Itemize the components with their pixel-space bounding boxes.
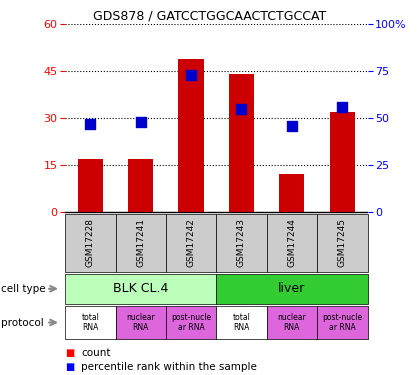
Point <box>289 123 295 129</box>
Text: total
RNA: total RNA <box>233 313 250 332</box>
Bar <box>229 74 254 212</box>
Text: total
RNA: total RNA <box>81 313 99 332</box>
Point <box>339 104 346 110</box>
Text: post-nucle
ar RNA: post-nucle ar RNA <box>322 313 362 332</box>
Point <box>137 119 144 125</box>
Point <box>238 106 245 112</box>
Point <box>87 121 94 127</box>
Text: protocol: protocol <box>1 318 44 327</box>
Text: GSM17242: GSM17242 <box>186 218 196 267</box>
Bar <box>78 159 103 212</box>
Text: GSM17245: GSM17245 <box>338 218 347 267</box>
Text: GSM17243: GSM17243 <box>237 218 246 267</box>
Text: GSM17241: GSM17241 <box>136 218 145 267</box>
Bar <box>330 112 355 212</box>
Text: BLK CL.4: BLK CL.4 <box>113 282 168 295</box>
Text: post-nucle
ar RNA: post-nucle ar RNA <box>171 313 211 332</box>
Text: cell type: cell type <box>1 284 45 294</box>
Text: ■: ■ <box>65 362 74 372</box>
Text: GSM17244: GSM17244 <box>287 218 297 267</box>
Text: nuclear
RNA: nuclear RNA <box>278 313 306 332</box>
Bar <box>178 59 204 212</box>
Text: ■: ■ <box>65 348 74 358</box>
Text: liver: liver <box>278 282 305 295</box>
Point <box>188 72 194 78</box>
Bar <box>128 159 153 212</box>
Text: nuclear
RNA: nuclear RNA <box>126 313 155 332</box>
Text: GDS878 / GATCCTGGCAACTCTGCCAT: GDS878 / GATCCTGGCAACTCTGCCAT <box>93 9 327 22</box>
Text: percentile rank within the sample: percentile rank within the sample <box>81 362 257 372</box>
Text: count: count <box>81 348 110 358</box>
Bar <box>279 174 304 212</box>
Text: GSM17228: GSM17228 <box>86 218 95 267</box>
